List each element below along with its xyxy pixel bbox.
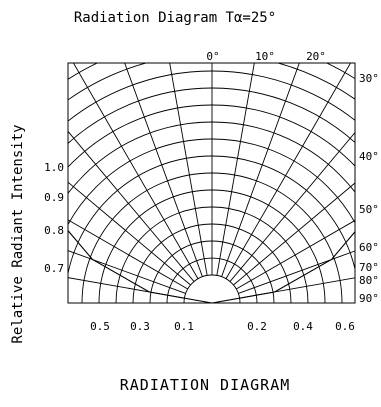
- angle-label-right-1: 40°: [359, 150, 379, 163]
- radial-line-80: [239, 277, 355, 299]
- intensity-label-2: 0.8: [44, 224, 64, 237]
- radial-line-20: [221, 63, 300, 277]
- bottom-left-label-2: 0.1: [174, 320, 194, 333]
- radial-line-m70: [68, 250, 186, 294]
- angle-label-right-6: 90°: [359, 292, 379, 305]
- radial-line-m10: [169, 63, 208, 276]
- radial-line-m60: [68, 219, 188, 290]
- radial-line-40: [229, 131, 355, 282]
- angle-label-right-0: 30°: [359, 72, 379, 85]
- angle-label-top-1: 10°: [255, 50, 275, 63]
- radial-line-m30: [72, 63, 199, 279]
- radial-line-m80: [68, 277, 185, 299]
- radial-line-30: [225, 63, 352, 279]
- angle-label-right-3: 60°: [359, 241, 379, 254]
- bottom-right-label-0: 0.2: [247, 320, 267, 333]
- bottom-right-label-2: 0.6: [335, 320, 355, 333]
- bottom-right-label-1: 0.4: [293, 320, 313, 333]
- grid-arc-10: [68, 104, 355, 168]
- intensity-label-3: 0.7: [44, 262, 64, 275]
- intensity-label-1: 0.9: [44, 191, 64, 204]
- radial-line-60: [236, 219, 355, 290]
- bottom-left-label-0: 0.5: [90, 320, 110, 333]
- radial-line-50: [233, 182, 355, 286]
- radial-line-70: [238, 250, 355, 294]
- angle-label-top-0: 0°: [206, 50, 219, 63]
- angle-label-right-4: 70°: [359, 261, 379, 274]
- angle-label-right-5: 80°: [359, 274, 379, 287]
- grid-arc-16: [0, 3, 381, 303]
- intensity-label-0: 1.0: [44, 161, 64, 174]
- radial-line-m20: [124, 63, 203, 277]
- radial-line-m50: [68, 181, 191, 286]
- polar-grid: [0, 3, 381, 303]
- tick-labels: 0° 10° 20° 30° 40° 50° 60° 70°80° 90° 1.0 0.9 0.8 0.…: [44, 50, 379, 333]
- plot-frame: [67, 62, 356, 304]
- radial-line-10: [216, 63, 255, 276]
- angle-label-top-2: 20°: [306, 50, 326, 63]
- bottom-left-label-1: 0.3: [130, 320, 150, 333]
- angle-label-right-2: 50°: [359, 203, 379, 216]
- chart-caption: RADIATION DIAGRAM: [120, 376, 291, 394]
- chart-title: Radiation Diagram Tα=25°: [74, 10, 276, 26]
- y-axis-label: Relative Radiant Intensity: [10, 124, 26, 343]
